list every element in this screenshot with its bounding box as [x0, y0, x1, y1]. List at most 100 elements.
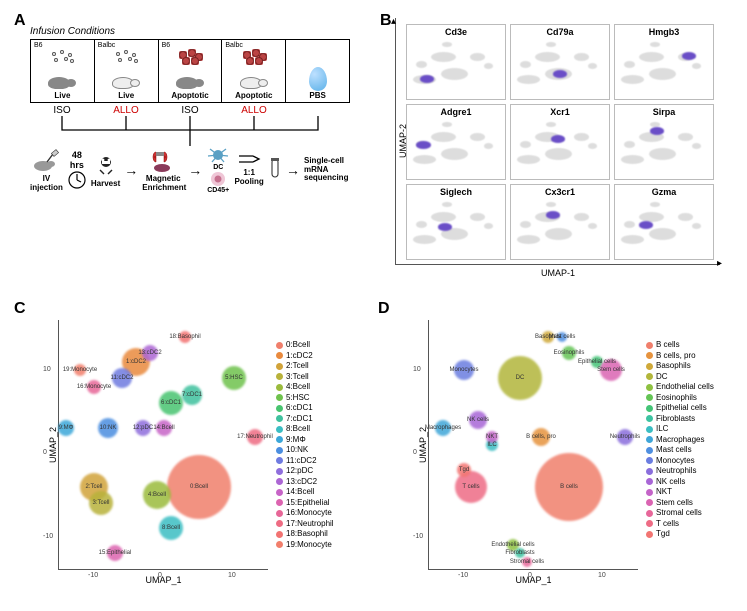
wf-hours: 48 hrs [67, 150, 87, 190]
cluster-blob [557, 332, 567, 342]
legend-item: 4:Bcell [276, 382, 334, 392]
legend-item: 0:Bcell [276, 340, 334, 350]
cluster-blob [159, 391, 183, 415]
legend-swatch [646, 394, 653, 401]
legend-label: 0:Bcell [286, 340, 310, 350]
wf-harvest: Harvest [91, 153, 120, 188]
cluster-blob [98, 418, 118, 438]
legend-item: Monocytes [646, 456, 714, 466]
legend-item: 14:Bcell [276, 487, 334, 497]
wf-harvest-label: Harvest [91, 179, 120, 188]
legend-swatch [276, 478, 283, 485]
gene-title: Xcr1 [550, 107, 570, 117]
wf-seq-label: Single-cell mRNA sequencing [304, 157, 350, 183]
legend-label: B cells [656, 340, 680, 350]
gene-title: Cd79a [546, 27, 573, 37]
condition-cell: B6Apoptotic [159, 40, 223, 102]
panel-d-ylabel: UMAP_2 [418, 426, 428, 462]
cluster-blob [486, 431, 498, 443]
legend-item: 2:Tcell [276, 361, 334, 371]
wf-enrich: Magnetic Enrichment [142, 148, 184, 192]
legend-swatch [646, 342, 653, 349]
legend-item: 10:NK [276, 445, 334, 455]
gene-panel: Gzma [614, 184, 714, 260]
legend-swatch [276, 499, 283, 506]
gene-title: Cx3cr1 [545, 187, 575, 197]
legend-item: 1:cDC2 [276, 351, 334, 361]
legend-swatch [276, 510, 283, 517]
infusion-title: Infusion Conditions [30, 26, 350, 37]
legend-swatch [276, 457, 283, 464]
cluster-blob [143, 481, 171, 509]
legend-label: Eosinophils [656, 393, 697, 403]
legend-item: 13:cDC2 [276, 477, 334, 487]
cluster-blob [247, 429, 263, 445]
legend-label: 12:pDC [286, 466, 313, 476]
wf-pool-label: 1:1 Pooling [234, 168, 264, 186]
legend-swatch [646, 352, 653, 359]
cluster-blob [58, 420, 74, 436]
condition-cell: BalbcLive [95, 40, 159, 102]
legend-label: 19:Monocyte [286, 540, 332, 550]
legend-swatch [646, 405, 653, 412]
wf-iv: IV injection [30, 148, 63, 192]
panel-d-label: D [378, 300, 390, 318]
legend-swatch [646, 373, 653, 380]
legend-swatch [646, 478, 653, 485]
gene-panel: Cd79a [510, 24, 610, 100]
legend-swatch [646, 436, 653, 443]
gene-panel: Hmgb3 [614, 24, 714, 100]
legend-item: Macrophages [646, 435, 714, 445]
cluster-blob [142, 345, 158, 361]
legend-swatch [646, 384, 653, 391]
legend-item: Mast cells [646, 445, 714, 455]
legend-item: 19:Monocyte [276, 540, 334, 550]
legend-swatch [646, 468, 653, 475]
legend-label: Endothelial cells [656, 382, 714, 392]
panel-d-legend: B cellsB cells, proBasophilsDCEndothelia… [646, 340, 714, 540]
legend-swatch [276, 447, 283, 454]
legend-item: 11:cDC2 [276, 456, 334, 466]
condition-cell: B6Live [31, 40, 95, 102]
panel-d-xlabel: UMAP_1 [515, 575, 551, 585]
wf-cd45-label: CD45+ [207, 187, 229, 194]
iso-allo-label: ISO [30, 105, 94, 116]
gene-panel: Cd3e [406, 24, 506, 100]
gene-grid: UMAP-2 UMAP-1 ▸ ▴ Cd3eCd79aHmgb3Adgre1Xc… [395, 18, 720, 265]
cluster-blob [435, 420, 451, 436]
wf-tube [268, 157, 282, 183]
legend-label: T cells [656, 519, 679, 529]
legend-item: NK cells [646, 477, 714, 487]
cluster-blob [135, 420, 151, 436]
legend-label: 5:HSC [286, 393, 310, 403]
legend-label: 10:NK [286, 445, 308, 455]
cluster-blob [74, 364, 86, 376]
legend-swatch [646, 520, 653, 527]
cluster-blob [498, 356, 542, 400]
gene-title: Gzma [652, 187, 677, 197]
legend-swatch [276, 384, 283, 391]
legend-item: Endothelial cells [646, 382, 714, 392]
legend-label: Macrophages [656, 435, 704, 445]
legend-label: Basophils [656, 361, 691, 371]
legend-swatch [646, 415, 653, 422]
cluster-blob [617, 429, 633, 445]
arrow-icon: → [286, 162, 300, 178]
cluster-blob [532, 428, 550, 446]
legend-item: 7:cDC1 [276, 414, 334, 424]
legend-label: 1:cDC2 [286, 351, 313, 361]
panel-d: UMAP_1 UMAP_2 -10010-10010B cellsB cells… [390, 312, 735, 602]
wf-cells: DC CD45+ [206, 146, 230, 194]
panel-d-plot: UMAP_1 UMAP_2 -10010-10010B cellsB cells… [428, 320, 638, 570]
legend-swatch [646, 363, 653, 370]
legend-label: 11:cDC2 [286, 456, 317, 466]
panel-c-xlabel: UMAP_1 [145, 575, 181, 585]
cluster-blob [562, 346, 576, 360]
legend-label: 4:Bcell [286, 382, 310, 392]
panel-a: Infusion Conditions B6LiveBalbcLiveB6Apo… [30, 26, 350, 194]
legend-label: Tgd [656, 529, 670, 539]
gene-panel: Adgre1 [406, 104, 506, 180]
legend-item: 6:cDC1 [276, 403, 334, 413]
legend-label: NKT [656, 487, 672, 497]
iso-allo-label: ISO [158, 105, 222, 116]
